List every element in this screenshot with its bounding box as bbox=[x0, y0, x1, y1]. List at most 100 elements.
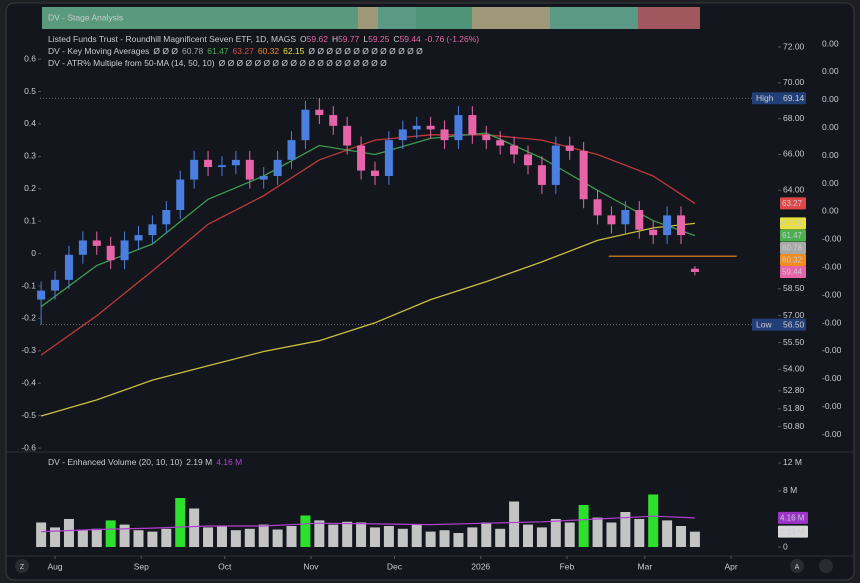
scale-label: -0.00 bbox=[822, 261, 842, 271]
candle-body bbox=[287, 140, 296, 160]
volume-bar bbox=[230, 530, 241, 547]
volume-bar bbox=[592, 517, 603, 547]
placeholder: Ø Ø Ø bbox=[153, 46, 178, 56]
volume-ma bbox=[41, 515, 695, 533]
volume-bar bbox=[676, 525, 687, 547]
price-tag bbox=[780, 197, 806, 210]
volume-bar bbox=[648, 494, 659, 547]
volume-bar bbox=[105, 520, 116, 547]
price-tag bbox=[780, 241, 806, 254]
corner-button[interactable] bbox=[790, 559, 804, 573]
corner-button-label[interactable]: Z bbox=[20, 564, 25, 571]
price-tag-label: 63.27 bbox=[782, 199, 803, 208]
candle-body bbox=[384, 140, 393, 176]
volume-bar bbox=[91, 528, 102, 547]
candle-body bbox=[217, 165, 226, 168]
ohlc-value: 59.62 bbox=[306, 34, 328, 44]
candle-body bbox=[621, 210, 630, 225]
scale-label: 0.00 bbox=[822, 94, 839, 104]
atr-tick-label: 0 bbox=[31, 248, 36, 258]
volume-bar bbox=[564, 522, 575, 547]
y-tick-label: 70.00 bbox=[783, 77, 805, 87]
ma-line bbox=[40, 134, 696, 356]
volume-pane bbox=[36, 494, 700, 547]
price-tag-label: 59.44 bbox=[782, 268, 803, 277]
volume-bar bbox=[536, 527, 547, 547]
scale-label: 0.00 bbox=[822, 150, 839, 160]
change: -0.76 (-1.26%) bbox=[424, 34, 480, 44]
volume-tag-label: 4.16 M bbox=[780, 513, 805, 522]
candle-body bbox=[204, 159, 213, 168]
y-tick-label: 55.50 bbox=[783, 337, 805, 347]
volume-bar bbox=[662, 520, 673, 547]
candle-body bbox=[663, 215, 672, 236]
candle-body bbox=[357, 145, 366, 171]
candle-body bbox=[259, 175, 268, 180]
stage-title: DV - Stage Analysis bbox=[48, 12, 123, 22]
y-tick-label: 72.00 bbox=[783, 41, 805, 51]
volume-bar bbox=[439, 530, 450, 547]
volume-bar bbox=[397, 528, 408, 547]
volume-bar bbox=[119, 524, 130, 547]
price-tag-label: 61.47 bbox=[782, 231, 803, 240]
legend-title: DV - ATR% Multiple from 50-MA (14, 50, 1… bbox=[48, 58, 215, 68]
atr-tick-label: 0.3 bbox=[24, 151, 36, 161]
scale-label: -0.00 bbox=[822, 234, 842, 244]
candle-body bbox=[176, 179, 185, 210]
stage-band: DV - Stage Analysis bbox=[42, 7, 700, 29]
volume-bar bbox=[216, 525, 227, 547]
ohlc-prefix: H bbox=[331, 34, 339, 44]
x-tick-label: Sep bbox=[134, 561, 149, 571]
atr-tick-label: -0.5 bbox=[21, 410, 36, 420]
volume-bar bbox=[481, 522, 492, 547]
corner-button[interactable] bbox=[15, 559, 29, 573]
volume-bar bbox=[495, 528, 506, 547]
candle-body bbox=[593, 199, 602, 216]
volume-bar bbox=[63, 518, 74, 547]
atr-tick-label: 0.5 bbox=[24, 86, 36, 96]
corner-button-label[interactable]: A bbox=[795, 564, 800, 571]
candle-body bbox=[635, 210, 644, 230]
candle-body bbox=[523, 154, 532, 166]
atr-tick-label: -0.4 bbox=[21, 377, 36, 387]
volume-bar bbox=[36, 522, 47, 547]
volume-bar bbox=[634, 518, 645, 547]
scale-label: -0.00 bbox=[822, 289, 842, 299]
extreme-tag-value: 69.14 bbox=[783, 93, 805, 103]
volume-tick-label: 12 M bbox=[783, 457, 802, 467]
candle-body bbox=[343, 125, 352, 146]
candle-body bbox=[690, 268, 699, 272]
candles bbox=[37, 98, 699, 325]
candle-body bbox=[245, 159, 254, 180]
y-tick-label: 64.00 bbox=[783, 185, 805, 195]
volume-bar bbox=[411, 524, 422, 547]
scale-label: 0.00 bbox=[822, 38, 839, 48]
atr-tick-label: -0.3 bbox=[21, 345, 36, 355]
volume-value: 2.19 M bbox=[186, 457, 213, 467]
ma-value: 60.32 bbox=[257, 46, 280, 56]
legend-title: Listed Funds Trust - Roundhill Magnifice… bbox=[48, 34, 297, 44]
candle-body bbox=[273, 159, 282, 176]
extreme-tag-label: High bbox=[756, 93, 774, 103]
stage-segment bbox=[42, 7, 358, 29]
ohlc-prefix: O bbox=[300, 34, 307, 44]
volume-tag bbox=[778, 511, 808, 524]
atr-tick-label: -0.6 bbox=[21, 442, 36, 452]
volume-bar bbox=[77, 529, 88, 547]
volume-bar bbox=[606, 522, 617, 547]
volume-bar bbox=[258, 524, 269, 547]
y-tick-label: 58.50 bbox=[783, 283, 805, 293]
volume-tag bbox=[778, 525, 808, 538]
volume-bar bbox=[369, 527, 380, 547]
extreme-tag bbox=[752, 92, 806, 105]
extreme-tag-value: 56.50 bbox=[783, 319, 805, 329]
ohlc-prefix: L bbox=[363, 34, 369, 44]
corner-button[interactable] bbox=[819, 559, 833, 573]
volume-bar bbox=[133, 530, 144, 547]
volume-bar bbox=[50, 527, 61, 547]
candle-body bbox=[551, 145, 560, 185]
stage-segment bbox=[550, 7, 638, 29]
volume-tick-label: 0 bbox=[783, 541, 788, 551]
volume-bar bbox=[342, 521, 353, 547]
